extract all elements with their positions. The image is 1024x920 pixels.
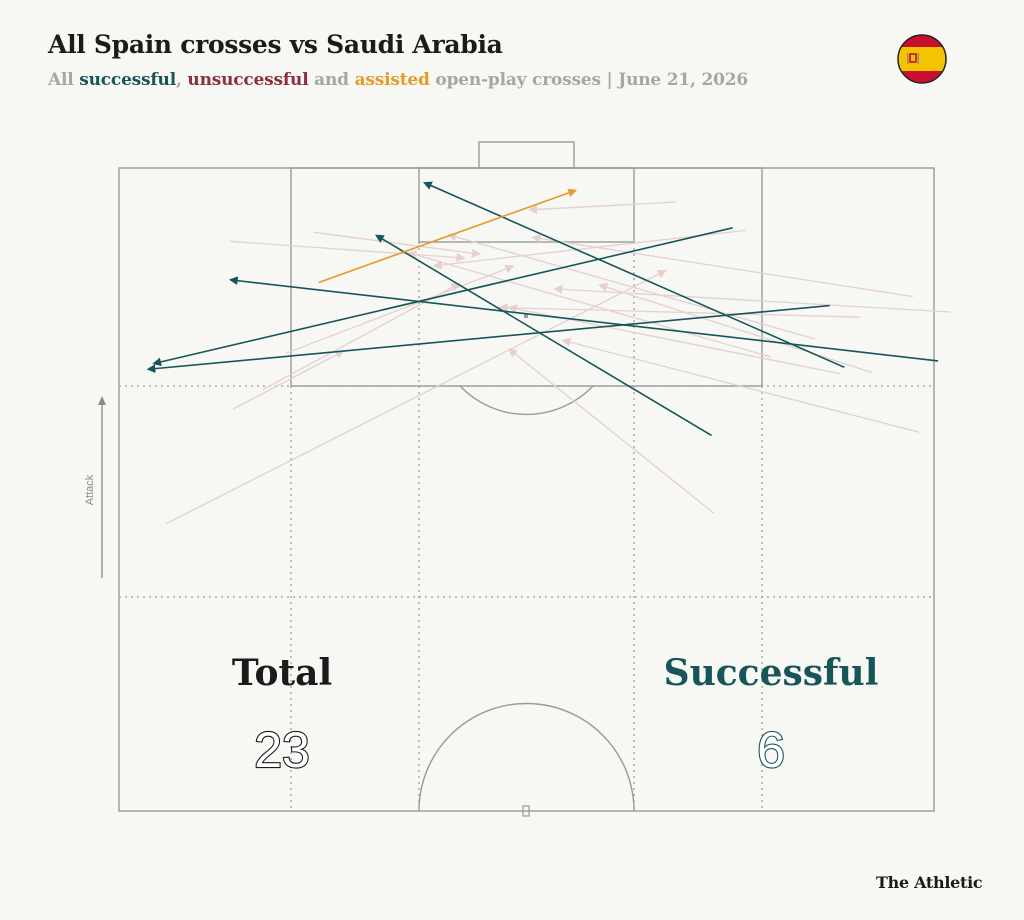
- cross-unsuccessful-14: [447, 232, 816, 340]
- subtitle-unsuccessful: unsuccessful: [187, 70, 309, 90]
- goal: [478, 141, 575, 169]
- attack-label: Attack: [84, 474, 96, 505]
- cross-successful-19: [375, 234, 712, 437]
- attack-direction: Attack: [84, 396, 106, 578]
- pitch-zone-lines: [119, 242, 934, 811]
- cross-unsuccessful-7: [507, 348, 715, 514]
- unsuccessful-crosses: [165, 201, 951, 525]
- center-circle-arc: [418, 702, 635, 812]
- subtitle-sep1: ,: [175, 70, 188, 90]
- subtitle-suffix: open-play crosses | June 21, 2026: [429, 70, 748, 90]
- cross-unsuccessful-9: [262, 282, 461, 391]
- subtitle-successful: successful: [79, 70, 176, 90]
- successful-label: Successful: [664, 652, 879, 694]
- cross-successful-20: [152, 227, 733, 367]
- cross-unsuccessful-12: [527, 201, 676, 214]
- cross-unsuccessful-8: [232, 350, 345, 410]
- six-yard-box: [418, 167, 635, 243]
- penalty-spot: [524, 314, 528, 318]
- center-spot: [522, 805, 530, 817]
- total-value: 23: [254, 722, 310, 778]
- chart-subtitle: All successful, unsuccessful and assiste…: [48, 70, 748, 90]
- successful-value: 6: [757, 722, 785, 778]
- cross-unsuccessful-5: [553, 284, 951, 313]
- spain-flag-icon: [897, 34, 947, 84]
- cross-unsuccessful-10: [229, 240, 466, 263]
- cross-assisted-23: [318, 188, 578, 284]
- cross-successful-18: [423, 181, 845, 369]
- penalty-arc: [459, 385, 594, 416]
- cross-unsuccessful-1: [165, 270, 667, 525]
- total-label: Total: [232, 652, 332, 694]
- cross-unsuccessful-15: [498, 303, 861, 318]
- cross-unsuccessful-3: [598, 282, 873, 374]
- cross-unsuccessful-17: [285, 264, 515, 354]
- penalty-box: [290, 167, 763, 387]
- subtitle-prefix: All: [48, 70, 80, 90]
- chart-title: All Spain crosses vs Saudi Arabia: [48, 30, 503, 59]
- cross-unsuccessful-4: [531, 234, 913, 298]
- pitch-lines: [118, 141, 935, 817]
- cross-successful-22: [146, 304, 830, 373]
- cross-unsuccessful-6: [561, 337, 920, 433]
- successful-crosses: [146, 181, 939, 437]
- subtitle-sep2: and: [308, 70, 355, 90]
- cross-successful-21: [228, 276, 939, 362]
- the-athletic-logo: The Athletic: [876, 873, 983, 892]
- pitch-outline: [118, 167, 935, 812]
- cross-unsuccessful-16: [407, 250, 772, 358]
- stats: Total 23 Successful 6: [232, 652, 879, 779]
- cross-unsuccessful-11: [313, 231, 482, 258]
- subtitle-assisted: assisted: [354, 70, 430, 90]
